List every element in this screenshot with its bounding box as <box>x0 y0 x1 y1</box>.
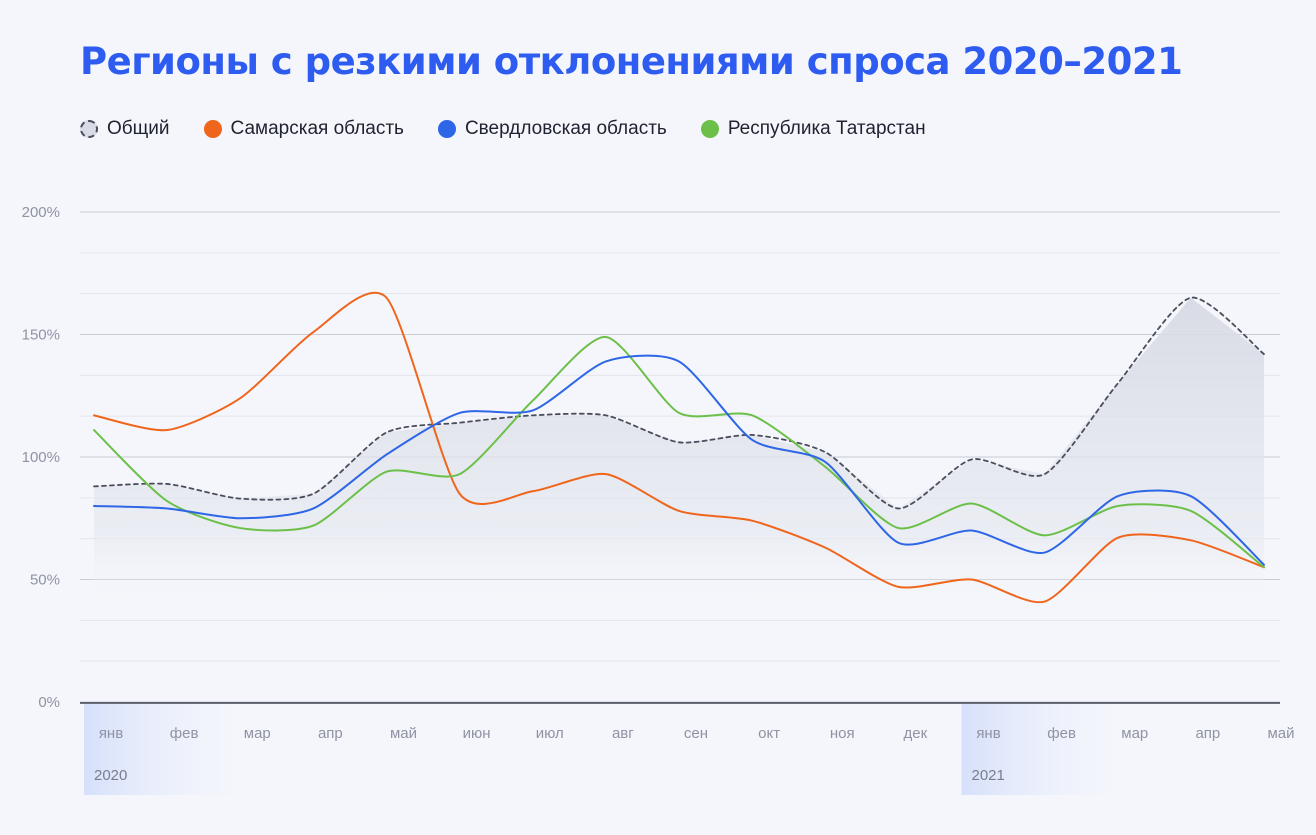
x-tick-label: мар <box>1121 725 1148 742</box>
y-axis: 0% 50% 100% 150% 200% <box>22 204 60 711</box>
chart-title: Регионы с резкими отклонениями спроса 20… <box>80 40 1183 83</box>
year-label: 2021 <box>972 767 1005 784</box>
legend-swatch-total <box>80 120 98 138</box>
x-tick-label: апр <box>318 725 343 742</box>
x-tick-label: сен <box>684 725 708 742</box>
x-tick-label: янв <box>99 725 123 742</box>
legend-swatch-tatarstan <box>700 120 719 138</box>
legend-item-samara: Самарская область <box>203 118 404 140</box>
x-tick-label: окт <box>758 725 780 742</box>
series-lines <box>93 291 1265 604</box>
legend-item-tatarstan: Республика Татарстан <box>700 118 926 140</box>
x-tick-label: июн <box>463 725 491 742</box>
area-layer <box>94 297 1264 612</box>
x-tick-label: авг <box>612 725 634 742</box>
series-line-samara <box>93 291 1265 604</box>
series-line-sverdlovsk <box>93 354 1265 566</box>
legend-label-samara: Самарская область <box>230 118 404 139</box>
legend-item-sverdlovsk: Свердловская область <box>437 118 667 140</box>
y-tick-label: 0% <box>38 694 60 711</box>
total-area-fill <box>94 297 1264 612</box>
series-line-total <box>93 296 1265 510</box>
x-axis: янв фев мар апр май июн июл авг сен окт ноя дек янв ф… <box>94 725 1295 784</box>
legend-label-tatarstan: Республика Татарстан <box>727 118 926 139</box>
legend-label-total: Общий <box>107 118 170 139</box>
x-tick-label: фев <box>170 725 199 742</box>
year-band-2020 <box>84 704 264 795</box>
x-tick-label: ноя <box>830 725 855 742</box>
series-line-tatarstan <box>93 335 1265 569</box>
year-label: 2020 <box>94 767 127 784</box>
legend-swatch-sverdlovsk <box>437 120 456 138</box>
x-tick-label: апр <box>1195 725 1220 742</box>
legend-label-sverdlovsk: Свердловская область <box>464 118 667 139</box>
y-tick-label: 150% <box>22 327 60 344</box>
x-tick-label: май <box>1267 725 1294 742</box>
x-tick-label: фев <box>1047 725 1076 742</box>
y-tick-label: 100% <box>22 449 60 466</box>
chart-legend: Общий Самарская область Свердловская обл… <box>80 118 926 140</box>
x-tick-label: май <box>390 725 417 742</box>
year-band-2021 <box>961 704 1142 795</box>
y-tick-label: 200% <box>22 204 60 221</box>
x-tick-label: мар <box>244 725 271 742</box>
y-tick-label: 50% <box>30 572 60 589</box>
legend-swatch-samara <box>203 120 222 138</box>
x-tick-label: июл <box>536 725 564 742</box>
year-bands <box>84 704 1142 795</box>
x-tick-label: дек <box>904 725 928 742</box>
x-tick-label: янв <box>976 725 1000 742</box>
legend-item-total: Общий <box>80 118 170 140</box>
